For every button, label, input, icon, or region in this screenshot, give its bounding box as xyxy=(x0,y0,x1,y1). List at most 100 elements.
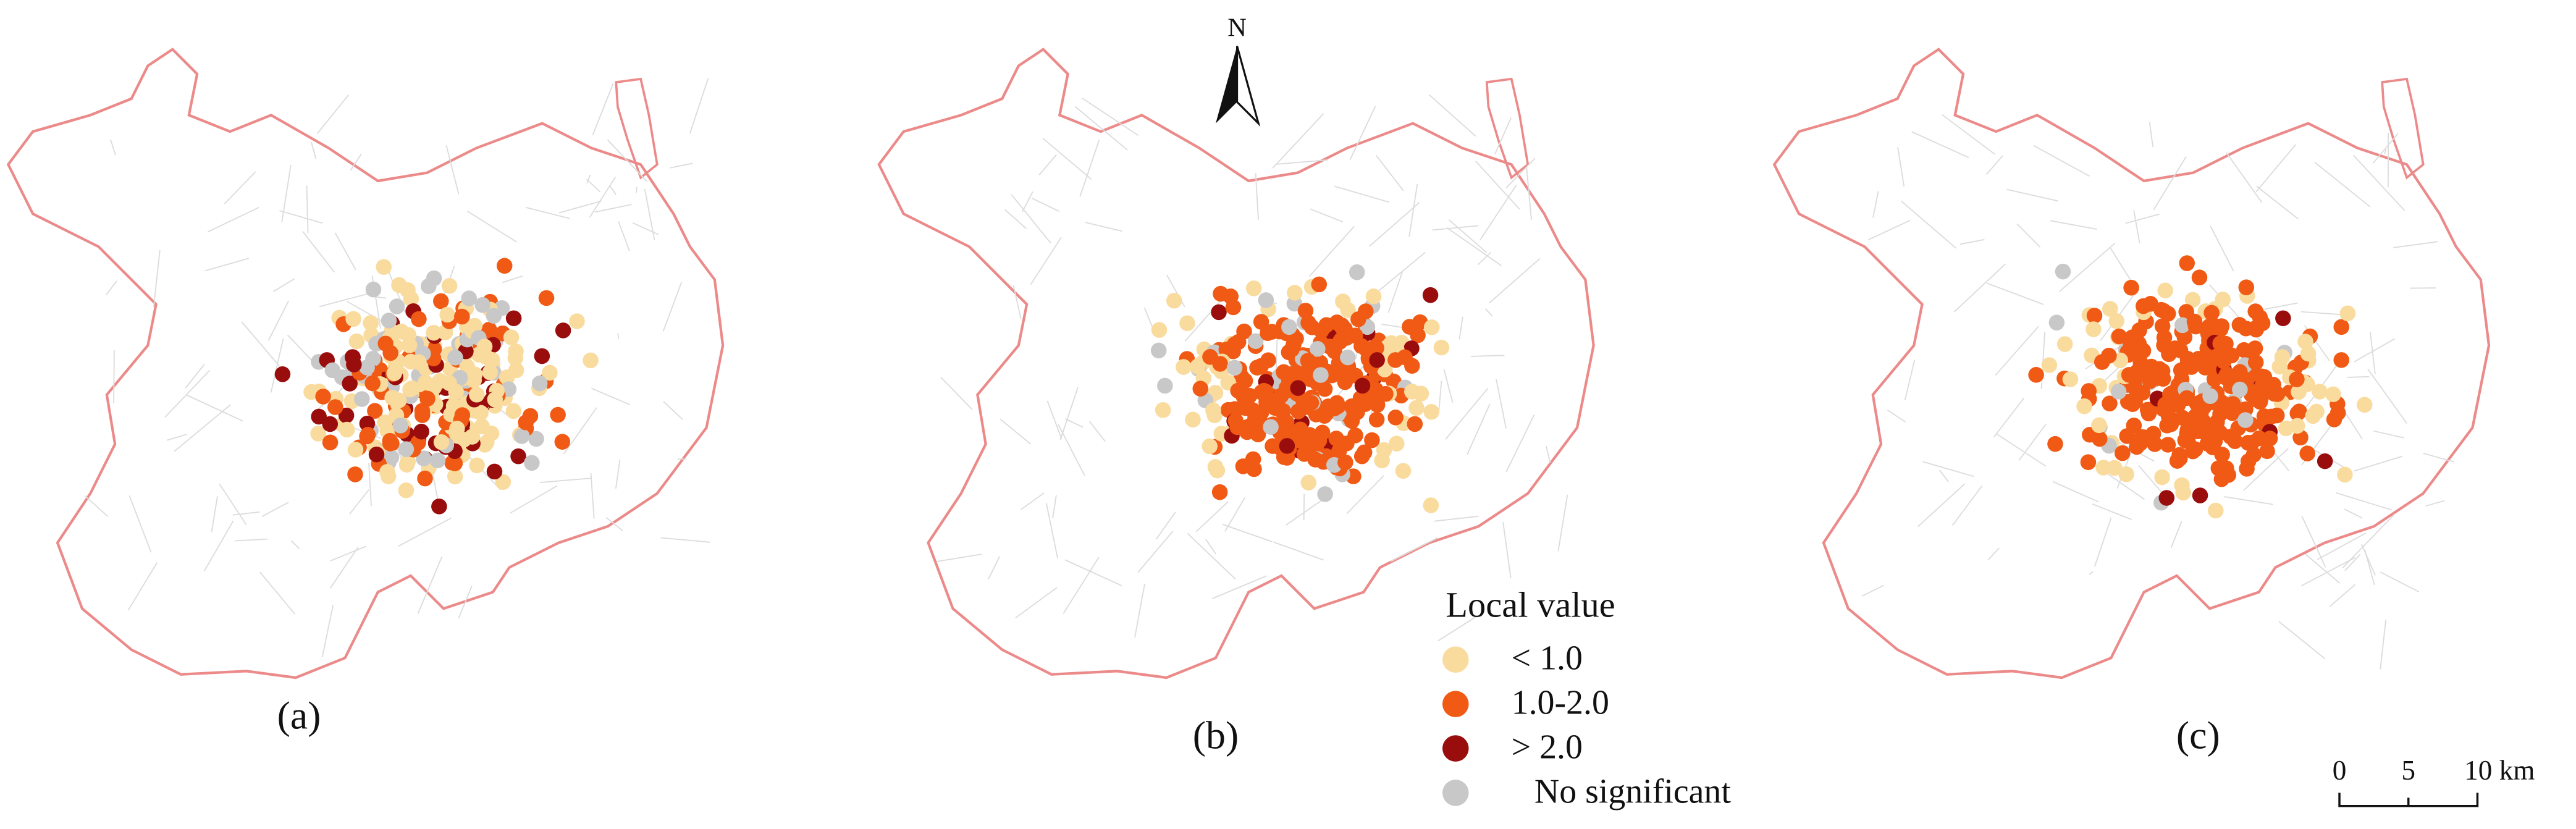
road xyxy=(84,495,108,517)
point xyxy=(2317,453,2333,469)
road xyxy=(110,139,117,156)
road xyxy=(270,339,284,393)
road xyxy=(1156,511,1176,540)
point xyxy=(364,375,381,392)
point xyxy=(2191,269,2208,285)
point xyxy=(2086,308,2103,324)
point xyxy=(461,290,478,306)
north-label: N xyxy=(1227,14,1247,43)
road xyxy=(2354,455,2403,472)
road xyxy=(207,206,260,233)
point xyxy=(414,403,431,419)
point xyxy=(274,366,291,382)
road xyxy=(1255,173,1260,221)
road xyxy=(1085,222,1122,232)
point xyxy=(376,259,392,275)
point xyxy=(2247,354,2264,371)
road xyxy=(330,545,367,562)
point xyxy=(2041,357,2058,373)
scale-label: 5 xyxy=(2401,755,2415,786)
road xyxy=(334,232,356,271)
point xyxy=(1408,400,1425,416)
road xyxy=(2354,338,2395,363)
road xyxy=(2314,161,2371,208)
road xyxy=(589,176,617,218)
point xyxy=(583,352,599,369)
scale-label: 0 xyxy=(2333,755,2347,786)
point xyxy=(2119,428,2135,444)
road xyxy=(1995,326,2039,376)
point xyxy=(2095,460,2111,476)
point xyxy=(1333,332,1349,348)
road xyxy=(1022,191,1033,213)
road xyxy=(417,556,443,614)
point xyxy=(1290,403,1307,419)
point xyxy=(1353,448,1370,465)
road xyxy=(1505,158,1536,188)
point xyxy=(2256,408,2273,424)
road xyxy=(224,171,256,204)
point xyxy=(474,418,490,434)
road xyxy=(1045,503,1059,559)
road xyxy=(1004,209,1027,229)
point xyxy=(1369,352,1385,368)
road xyxy=(2317,532,2367,560)
road xyxy=(1195,501,1229,532)
road xyxy=(2133,210,2140,243)
road xyxy=(615,459,621,489)
road xyxy=(1272,113,1324,169)
point xyxy=(1276,364,1292,381)
road xyxy=(2149,122,2154,148)
point xyxy=(2238,279,2255,295)
road xyxy=(127,562,158,611)
point xyxy=(2289,405,2305,421)
road xyxy=(1904,360,1916,400)
legend-swatch xyxy=(1442,691,1469,717)
point xyxy=(2131,322,2147,339)
point xyxy=(386,365,403,381)
point xyxy=(382,345,398,361)
point xyxy=(1270,392,1286,408)
road xyxy=(526,206,570,219)
point xyxy=(1313,367,1329,383)
road xyxy=(2352,154,2406,211)
road xyxy=(1443,369,1454,403)
point xyxy=(1260,325,1276,341)
point xyxy=(360,426,376,443)
point xyxy=(1205,402,1221,419)
point xyxy=(1151,322,1168,338)
road xyxy=(1063,557,1100,614)
point xyxy=(1433,339,1450,356)
road xyxy=(2018,424,2047,461)
road xyxy=(670,162,693,169)
road xyxy=(2301,515,2326,568)
road xyxy=(558,200,602,214)
road xyxy=(185,364,205,389)
point xyxy=(1407,416,1423,432)
point xyxy=(1423,319,1440,335)
point xyxy=(1310,340,1326,357)
point xyxy=(1242,421,1259,438)
point xyxy=(2047,436,2063,452)
road xyxy=(1911,131,1969,158)
road xyxy=(1015,587,1058,619)
point xyxy=(2174,410,2191,426)
point xyxy=(2140,405,2157,422)
point xyxy=(1176,359,1192,375)
road xyxy=(466,211,517,243)
road xyxy=(1505,414,1535,473)
point xyxy=(421,278,437,295)
point xyxy=(2297,334,2313,350)
point xyxy=(392,418,409,434)
road xyxy=(2089,571,2094,575)
scale-label: 10 km xyxy=(2464,755,2535,786)
boundary xyxy=(1774,49,2489,678)
road xyxy=(1448,219,1488,253)
point xyxy=(1316,381,1333,397)
point xyxy=(1287,285,1303,301)
road xyxy=(1484,308,1493,317)
point xyxy=(508,343,524,360)
point xyxy=(2135,429,2152,445)
point xyxy=(315,389,331,405)
panel-label: (a) xyxy=(277,694,321,738)
